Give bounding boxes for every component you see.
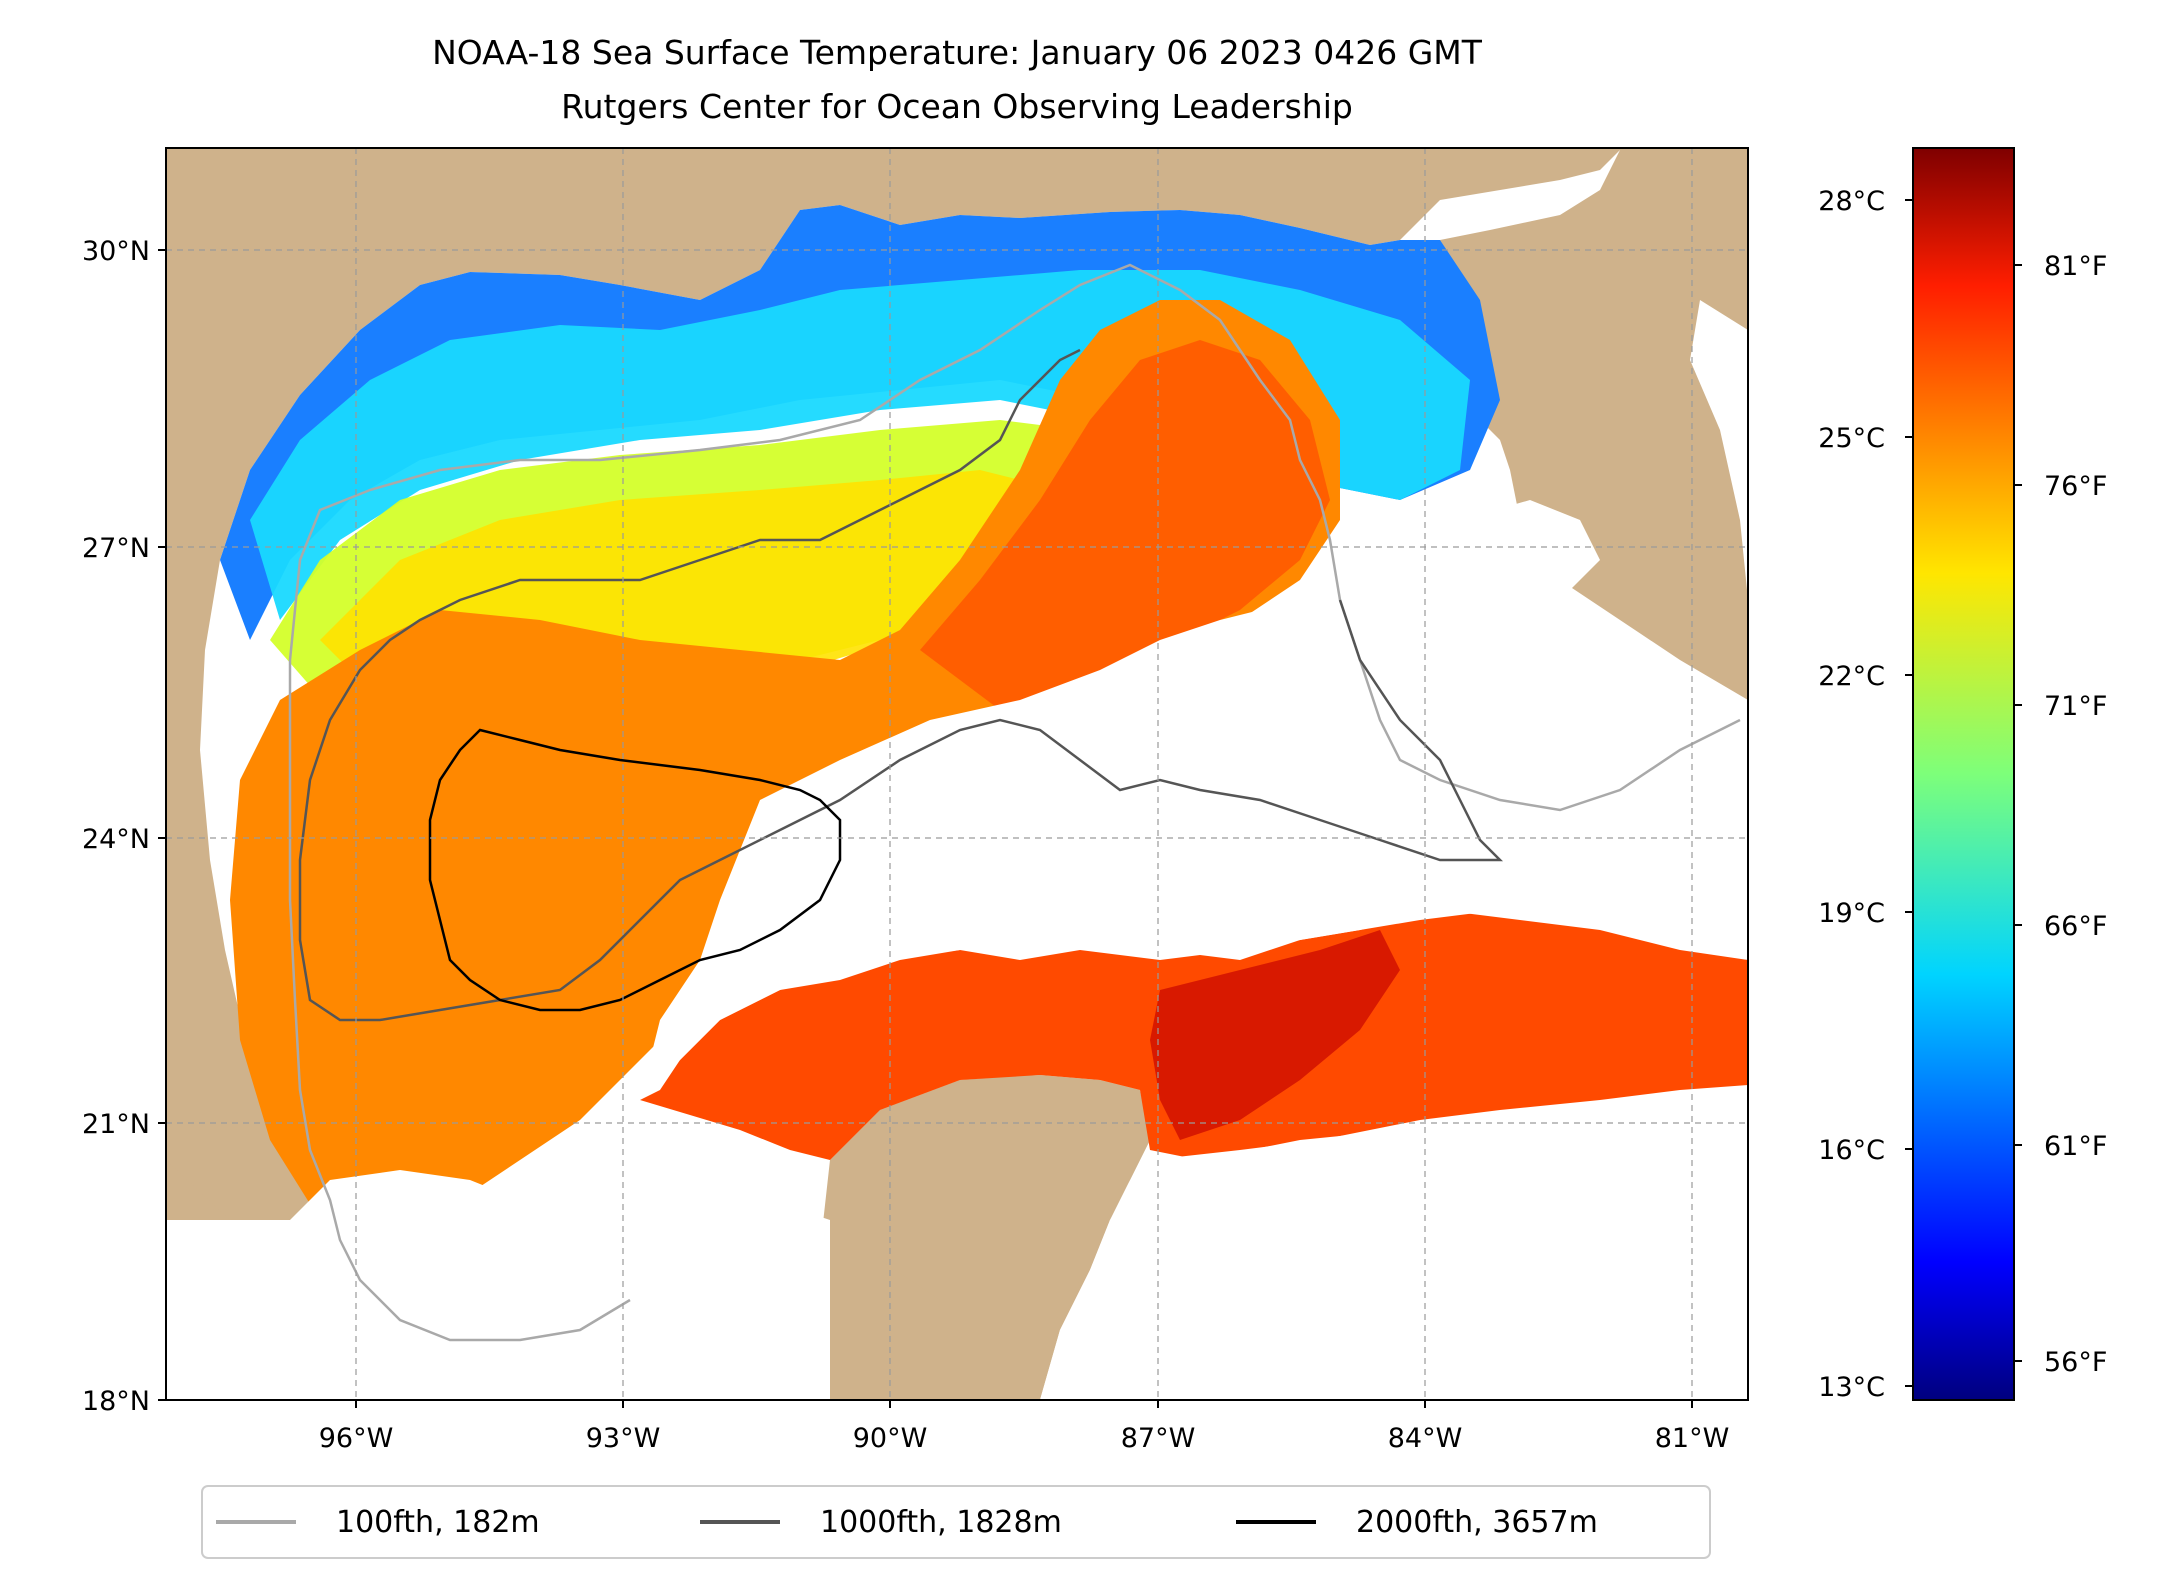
land-florida (1440, 150, 1748, 740)
contour-2000fth (428, 728, 842, 1012)
lat-label-21n: 21°N (82, 1109, 150, 1140)
lat-label-27n: 27°N (82, 533, 150, 564)
sst-dark-red-patch (1150, 930, 1400, 1140)
lat-label-18n: 18°N (82, 1386, 150, 1417)
land-yucatan (830, 1075, 1150, 1330)
fahrenheit-label-71: 71°F (2044, 691, 2107, 722)
legend-label-100fth: 100fth, 182m (336, 1505, 540, 1540)
map-title-line2: Rutgers Center for Ocean Observing Leade… (561, 87, 1353, 126)
legend-label-1000fth: 1000fth, 1828m (820, 1505, 1062, 1540)
colorbar-gradient (1912, 147, 2015, 1401)
lon-label-81w: 81°W (1655, 1423, 1730, 1454)
sst-loop-current-core (920, 340, 1330, 710)
map-frame (165, 147, 1749, 1401)
celsius-label-25: 25°C (1818, 423, 1885, 454)
celsius-label-13: 13°C (1818, 1372, 1885, 1403)
map-title-line1: NOAA-18 Sea Surface Temperature: January… (432, 33, 1483, 72)
fahrenheit-label-66: 66°F (2044, 911, 2107, 942)
sst-data-layer (166, 205, 1748, 1400)
legend-box (201, 1485, 1711, 1559)
celsius-label-19: 19°C (1818, 898, 1885, 929)
celsius-label-28: 28°C (1818, 186, 1885, 217)
celsius-label-22: 22°C (1818, 661, 1885, 692)
cloud-gap-central (640, 560, 1748, 1100)
lon-label-96w: 96°W (319, 1423, 394, 1454)
lat-label-30n: 30°N (82, 236, 150, 267)
lat-label-24n: 24°N (82, 824, 150, 855)
celsius-label-16: 16°C (1818, 1135, 1885, 1166)
lon-label-93w: 93°W (586, 1423, 661, 1454)
map-area (166, 148, 1748, 1400)
fahrenheit-label-76: 76°F (2044, 471, 2107, 502)
fahrenheit-label-81: 81°F (2044, 251, 2107, 282)
bathymetry-contours (288, 263, 1741, 1342)
lon-label-90w: 90°W (853, 1423, 928, 1454)
fahrenheit-label-61: 61°F (2044, 1131, 2107, 1162)
lon-label-84w: 84°W (1388, 1423, 1463, 1454)
cloud-gap-southeast (1040, 1085, 1748, 1400)
colorbar: 28°C 25°C 22°C 19°C 16°C 13°C 81°F 76°F … (1818, 147, 2107, 1403)
bathymetry-legend: 100fth, 182m 1000fth, 1828m 2000fth, 365… (201, 1485, 1711, 1559)
legend-label-2000fth: 2000fth, 3657m (1356, 1505, 1598, 1540)
cloud-gap-southwest (166, 1170, 830, 1400)
lon-label-87w: 87°W (1121, 1423, 1196, 1454)
contour-100fth (288, 263, 1741, 1342)
latitude-axis: 30°N 27°N 24°N 21°N 18°N (82, 236, 166, 1417)
fahrenheit-label-56: 56°F (2044, 1347, 2107, 1378)
cloud-gap-northeast (1330, 500, 1600, 640)
longitude-axis: 96°W 93°W 90°W 87°W 84°W 81°W (319, 1400, 1730, 1454)
